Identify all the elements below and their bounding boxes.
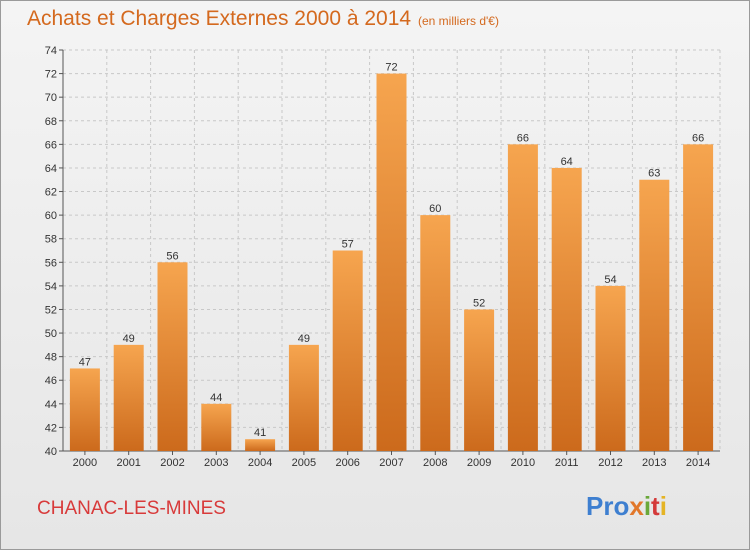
x-tick-label: 2014 xyxy=(686,457,710,469)
x-tick-label: 2007 xyxy=(379,457,403,469)
y-tick-label: 50 xyxy=(45,328,57,340)
y-tick-label: 72 xyxy=(45,69,57,81)
y-tick-label: 40 xyxy=(45,446,57,458)
y-tick-label: 52 xyxy=(45,304,57,316)
logo-part: x xyxy=(629,491,644,521)
y-tick-label: 74 xyxy=(45,45,57,57)
bar xyxy=(113,344,144,451)
logo-part: t xyxy=(651,491,660,521)
bar xyxy=(639,179,670,451)
bar xyxy=(288,344,319,451)
data-label: 56 xyxy=(166,250,178,262)
x-tick-label: 2011 xyxy=(555,457,579,469)
bar xyxy=(245,439,276,451)
data-label: 64 xyxy=(561,156,573,168)
x-tick-label: 2004 xyxy=(248,457,272,469)
bar xyxy=(201,403,232,451)
logo-part: i xyxy=(659,491,667,521)
logo-part: i xyxy=(643,491,652,521)
x-tick-label: 2009 xyxy=(467,457,491,469)
y-tick-label: 70 xyxy=(45,92,57,104)
proxiti-logo: Proxiti xyxy=(586,491,667,522)
data-label: 49 xyxy=(298,333,310,345)
bar xyxy=(420,215,451,451)
y-tick-label: 42 xyxy=(45,422,57,434)
bar xyxy=(332,250,363,451)
data-label: 44 xyxy=(210,392,222,404)
city-name: CHANAC-LES-MINES xyxy=(37,498,226,519)
x-tick-label: 2000 xyxy=(73,457,97,469)
x-tick-label: 2002 xyxy=(160,457,184,469)
data-label: 72 xyxy=(385,62,397,74)
chart-title: Achats et Charges Externes 2000 à 2014 xyxy=(27,7,412,30)
y-tick-label: 62 xyxy=(45,187,57,199)
x-tick-label: 2008 xyxy=(423,457,447,469)
y-tick-label: 64 xyxy=(45,163,57,175)
bar xyxy=(69,368,100,451)
bar xyxy=(157,262,188,451)
bar xyxy=(507,144,538,451)
bar xyxy=(464,309,495,451)
y-tick-label: 44 xyxy=(45,399,57,411)
x-tick-label: 2006 xyxy=(335,457,359,469)
data-label: 63 xyxy=(648,168,660,180)
bar xyxy=(376,73,407,452)
data-label: 57 xyxy=(342,239,354,251)
bar xyxy=(551,167,582,452)
bar xyxy=(595,285,626,451)
bar xyxy=(683,144,714,451)
x-tick-label: 2005 xyxy=(292,457,316,469)
y-tick-label: 60 xyxy=(45,210,57,222)
y-tick-label: 48 xyxy=(45,352,57,364)
x-tick-label: 2003 xyxy=(204,457,228,469)
x-tick-label: 2013 xyxy=(642,457,666,469)
data-label: 66 xyxy=(692,132,704,144)
x-tick-label: 2010 xyxy=(511,457,535,469)
chart-subtitle: (en milliers d'€) xyxy=(418,14,499,28)
y-tick-label: 54 xyxy=(45,281,57,293)
x-tick-label: 2001 xyxy=(116,457,140,469)
y-tick-label: 58 xyxy=(45,234,57,246)
labels: 47 2000 49 2001 56 2002 44 2003 41 2004 49 2005 57 20… xyxy=(73,62,711,469)
y-tick-label: 46 xyxy=(45,375,57,387)
y-tick-label: 56 xyxy=(45,257,57,269)
x-tick-label: 2012 xyxy=(598,457,622,469)
data-label: 41 xyxy=(254,427,266,439)
logo-part: Pro xyxy=(586,491,630,521)
data-label: 66 xyxy=(517,132,529,144)
y-tick-label: 66 xyxy=(45,139,57,151)
data-label: 54 xyxy=(604,274,616,286)
data-label: 60 xyxy=(429,203,441,215)
data-label: 47 xyxy=(79,356,91,368)
data-label: 49 xyxy=(123,333,135,345)
data-label: 52 xyxy=(473,297,485,309)
bars xyxy=(69,73,714,452)
y-tick-label: 68 xyxy=(45,116,57,128)
